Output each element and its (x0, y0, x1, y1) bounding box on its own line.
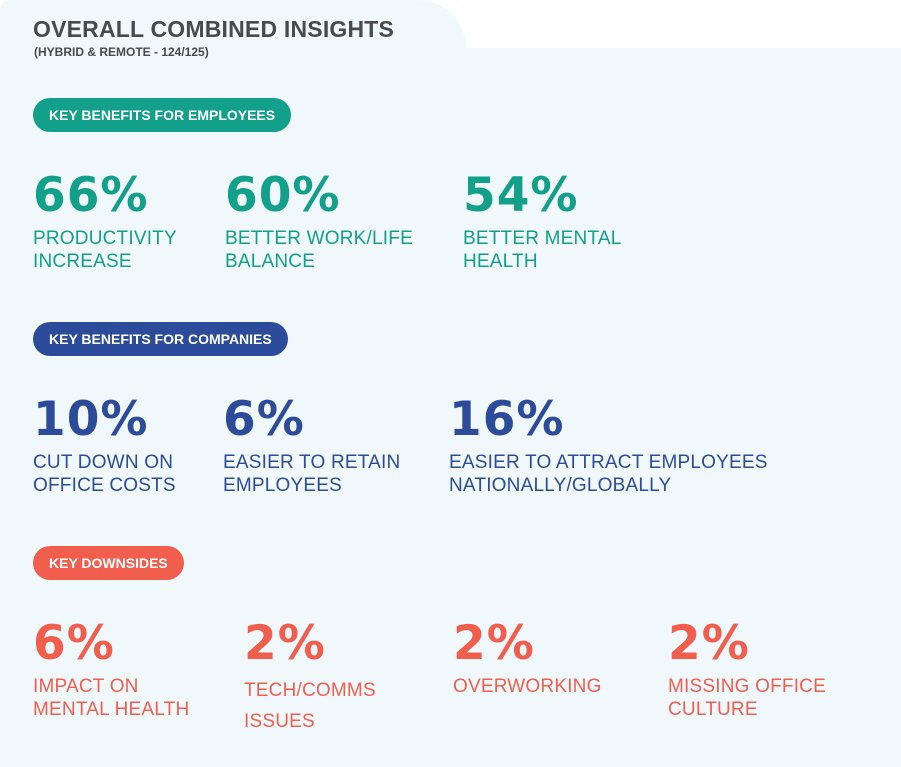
page-title: OVERALL COMBINED INSIGHTS (33, 16, 395, 42)
stat-label: EASIER TO RETAIN EMPLOYEES (223, 451, 400, 497)
company-stat-attract: 16% EASIER TO ATTRACT EMPLOYEES NATIONAL… (449, 394, 768, 497)
stat-value: 60% (225, 168, 341, 223)
stat-label: PRODUCTIVITY INCREASE (33, 227, 177, 273)
corner-cutout (466, 0, 901, 48)
stat-value: 6% (33, 616, 115, 671)
stat-value: 2% (244, 616, 326, 671)
company-stat-retain: 6% EASIER TO RETAIN EMPLOYEES (223, 394, 400, 497)
downside-stat-tech-comms: 2% TECH/COMMS ISSUES (244, 618, 376, 737)
employees-heading-pill: KEY BENEFITS FOR EMPLOYEES (33, 98, 292, 132)
stat-label-line2: NATIONALLY/GLOBALLY (449, 475, 672, 496)
stat-label: IMPACT ON MENTAL HEALTH (33, 675, 189, 721)
stat-value: 2% (668, 616, 750, 671)
downside-stat-office-culture: 2% MISSING OFFICE CULTURE (668, 618, 826, 721)
downside-stat-mental-health: 6% IMPACT ON MENTAL HEALTH (33, 618, 189, 721)
companies-heading-pill: KEY BENEFITS FOR COMPANIES (33, 322, 288, 356)
stat-label: BETTER MENTAL HEALTH (463, 227, 622, 273)
stat-label: BETTER WORK/LIFE BALANCE (225, 227, 413, 273)
stat-label-line2: BALANCE (225, 251, 316, 272)
stat-value: 6% (223, 392, 305, 447)
employee-stat-work-life: 60% BETTER WORK/LIFE BALANCE (225, 170, 413, 273)
stat-label-line2: OFFICE COSTS (33, 475, 176, 496)
stat-label: EASIER TO ATTRACT EMPLOYEES NATIONALLY/G… (449, 451, 768, 497)
stat-label-line2: EMPLOYEES (223, 475, 343, 496)
stat-label-line2: CULTURE (668, 699, 758, 720)
stat-label-line1: BETTER WORK/LIFE (225, 228, 413, 249)
stat-value: 10% (33, 392, 149, 447)
stat-value: 2% (453, 616, 535, 671)
stat-label-line1: EASIER TO RETAIN (223, 452, 401, 473)
page-subtitle: (HYBRID & REMOTE - 124/125) (34, 45, 209, 59)
stat-value: 66% (33, 168, 149, 223)
stat-label-line2: INCREASE (33, 251, 132, 272)
employee-stat-mental-health: 54% BETTER MENTAL HEALTH (463, 170, 622, 273)
stat-label-line1: OVERWORKING (453, 676, 602, 697)
stat-value: 54% (463, 168, 579, 223)
stat-label: CUT DOWN ON OFFICE COSTS (33, 451, 176, 497)
stat-label-line1: IMPACT ON (33, 676, 139, 697)
stat-label: MISSING OFFICE CULTURE (668, 675, 826, 721)
stat-label-line2: ISSUES (244, 711, 315, 732)
downsides-heading-pill: KEY DOWNSIDES (33, 546, 184, 580)
stat-label-line1: MISSING OFFICE (668, 676, 826, 697)
downside-stat-overworking: 2% OVERWORKING (453, 618, 602, 698)
stat-label: OVERWORKING (453, 675, 602, 698)
stat-label-line2: MENTAL HEALTH (33, 699, 190, 720)
company-stat-office-costs: 10% CUT DOWN ON OFFICE COSTS (33, 394, 176, 497)
stat-label-line1: EASIER TO ATTRACT EMPLOYEES (449, 452, 768, 473)
stat-label-line1: BETTER MENTAL (463, 228, 622, 249)
stat-label: TECH/COMMS ISSUES (244, 675, 376, 737)
stat-label-line1: PRODUCTIVITY (33, 228, 177, 249)
stat-label-line1: CUT DOWN ON (33, 452, 174, 473)
employee-stat-productivity: 66% PRODUCTIVITY INCREASE (33, 170, 177, 273)
stat-value: 16% (449, 392, 565, 447)
stat-label-line2: HEALTH (463, 251, 538, 272)
stat-label-line1: TECH/COMMS (244, 680, 376, 701)
